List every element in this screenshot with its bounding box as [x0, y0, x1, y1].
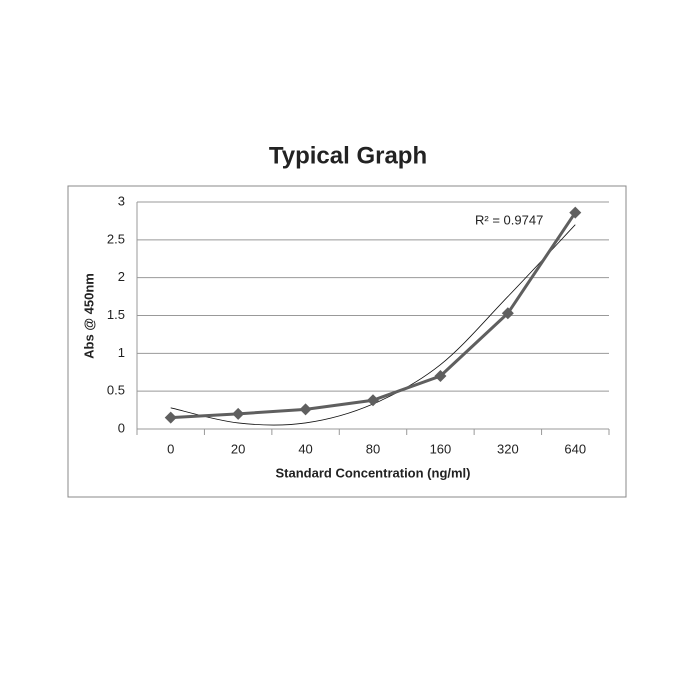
x-tick-label: 40: [298, 441, 312, 456]
y-axis-title: Abs @ 450nm: [81, 273, 96, 359]
marker: [164, 411, 177, 424]
chart-title: Typical Graph: [269, 142, 427, 169]
x-tick-label: 640: [564, 441, 586, 456]
marker: [299, 403, 312, 416]
x-tick-label: 320: [497, 441, 519, 456]
marker: [232, 407, 245, 420]
x-tick-label: 0: [167, 441, 174, 456]
marker: [501, 307, 514, 320]
marker: [367, 394, 379, 407]
x-tick-label: 80: [366, 441, 380, 456]
marker: [569, 206, 582, 219]
y-tick-label: 2.5: [107, 231, 125, 246]
x-axis-title: Standard Concentration (ng/ml): [276, 465, 471, 480]
y-tick-label: 1.5: [107, 307, 125, 322]
marker: [434, 370, 447, 383]
y-tick-label: 1: [118, 345, 125, 360]
chart-frame: [67, 185, 627, 498]
y-tick-label: 3: [118, 193, 125, 208]
x-tick-label: 160: [430, 441, 452, 456]
y-tick-label: 0.5: [107, 383, 125, 398]
x-tick-label: 20: [231, 441, 245, 456]
y-tick-label: 0: [118, 420, 125, 435]
annotation: R² = 0.9747: [475, 212, 543, 227]
y-tick-label: 2: [118, 269, 125, 284]
